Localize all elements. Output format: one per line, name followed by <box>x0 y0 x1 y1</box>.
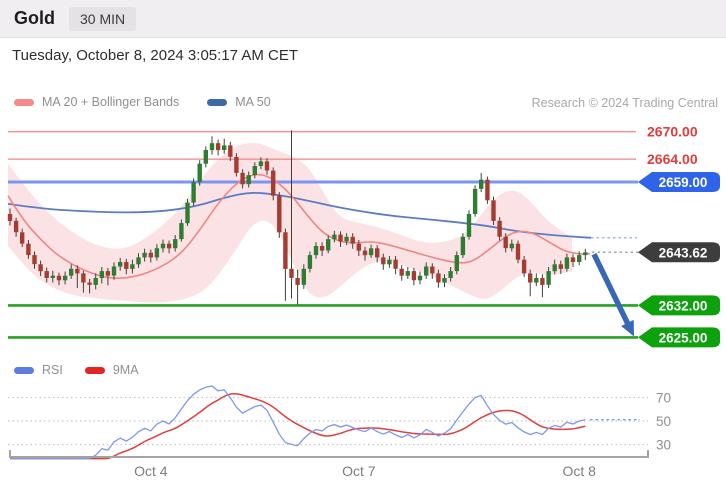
legend-label-9ma: 9MA <box>112 363 139 377</box>
legend-item-9ma: 9MA <box>84 363 139 377</box>
rsi-line <box>10 385 586 460</box>
rsi-level-label: 50 <box>656 414 671 429</box>
pivot-tag <box>638 172 720 192</box>
legend-item-ma20-bollinger: MA 20 + Bollinger Bands <box>14 95 179 109</box>
rsi-level-label: 70 <box>656 391 671 406</box>
support-tag <box>638 327 720 348</box>
ma20-bollinger-swatch-icon <box>14 98 34 106</box>
bollinger-band-fill <box>8 142 572 303</box>
ma50-swatch-icon <box>207 98 228 106</box>
x-axis-bracket <box>9 450 649 458</box>
nine-ma-swatch-icon <box>84 366 105 374</box>
ma20-line <box>7 173 591 279</box>
research-credit: Research © 2024 Trading Central <box>531 96 718 110</box>
main-legend: MA 20 + Bollinger Bands MA 50 <box>14 95 299 109</box>
rsi-legend: RSI 9MA <box>14 363 161 377</box>
pivot-tag-label: 2659.00 <box>659 175 708 190</box>
legend-label-ma20-bollinger: MA 20 + Bollinger Bands <box>42 95 180 109</box>
timeframe-badge[interactable]: 30 MIN <box>69 6 137 31</box>
rsi-swatch-icon <box>14 366 34 374</box>
support-tag <box>638 295 720 316</box>
last-price-tag-label: 2643.62 <box>659 245 708 260</box>
bearish-projection-arrow <box>591 253 631 326</box>
instrument-title: Gold <box>14 8 55 28</box>
rsi-9ma-line <box>10 393 586 460</box>
arrowhead-icon <box>621 319 634 337</box>
x-axis-tick-label: Oct 8 <box>562 463 596 479</box>
resistance-label: 2670.00 <box>647 124 698 140</box>
support-tag-label: 2632.00 <box>659 298 708 313</box>
candles-group <box>7 130 588 305</box>
legend-item-ma50: MA 50 <box>207 95 271 109</box>
resistance-label: 2664.00 <box>647 151 698 167</box>
rsi-level-label: 30 <box>656 438 671 453</box>
support-tag-label: 2625.00 <box>659 330 708 345</box>
legend-label-rsi: RSI <box>42 363 63 377</box>
chart-datetime: Tuesday, October 8, 2024 3:05:17 AM CET <box>12 47 298 64</box>
legend-item-rsi: RSI <box>14 363 63 377</box>
x-axis-tick-label: Oct 7 <box>342 463 376 479</box>
legend-label-ma50: MA 50 <box>235 95 271 109</box>
last-price-tag <box>638 242 720 263</box>
ma50-line <box>7 191 592 239</box>
header-bar: Gold 30 MIN <box>0 0 726 38</box>
x-axis-tick-label: Oct 4 <box>134 463 168 479</box>
